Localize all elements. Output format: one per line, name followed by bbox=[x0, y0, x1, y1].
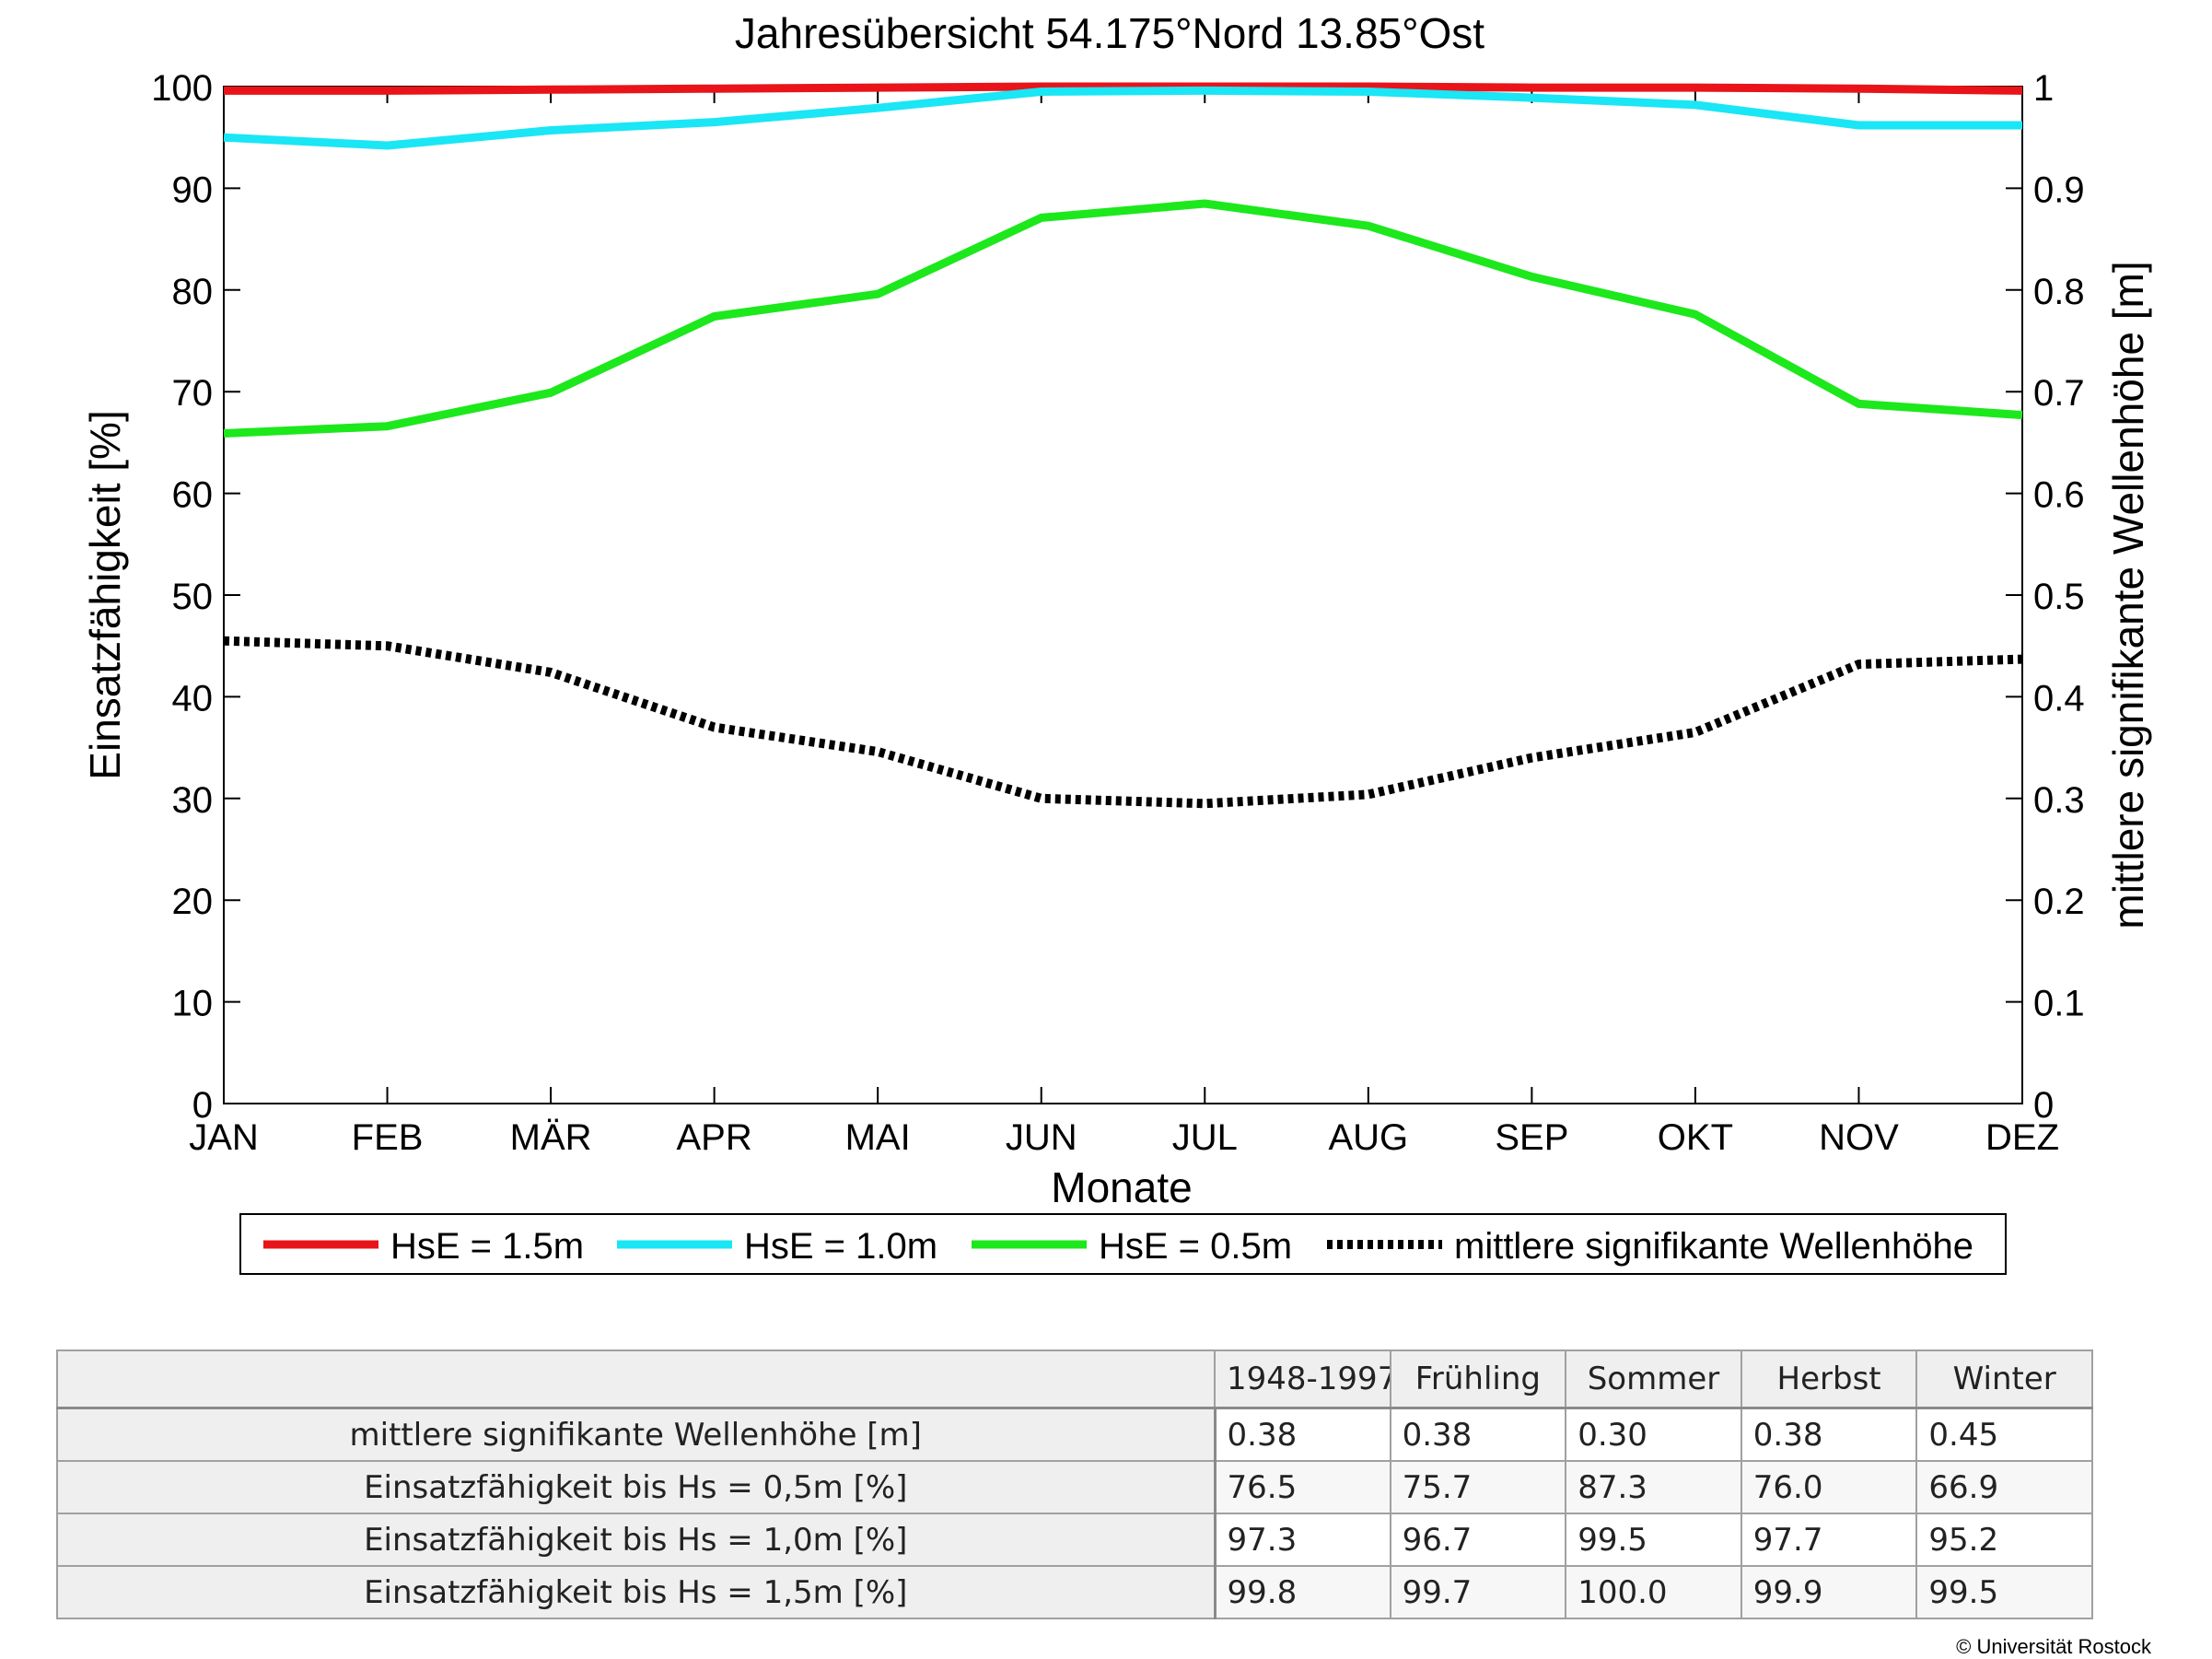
x-tick-label: OKT bbox=[1658, 1117, 1733, 1158]
table-row: mittlere signifikante Wellenhöhe [m] 0.3… bbox=[56, 1407, 2093, 1462]
x-tick-label: FEB bbox=[352, 1117, 424, 1158]
table-header-period: 1948-1997 bbox=[1214, 1349, 1391, 1409]
y-tick-label-right: 0.1 bbox=[2033, 984, 2085, 1024]
row-label: mittlere signifikante Wellenhöhe [m] bbox=[56, 1407, 1217, 1462]
table-header-corner bbox=[56, 1349, 1216, 1409]
y-tick-label-right: 0.4 bbox=[2033, 678, 2085, 719]
y-tick-label-left: 0 bbox=[192, 1085, 213, 1126]
x-tick-label: AUG bbox=[1328, 1117, 1408, 1158]
y-tick-label-left: 90 bbox=[172, 169, 214, 210]
table-cell: 75.7 bbox=[1389, 1460, 1567, 1514]
table-cell: 76.5 bbox=[1214, 1460, 1391, 1514]
y-tick-label-right: 0.3 bbox=[2033, 780, 2085, 821]
table-cell: 0.38 bbox=[1214, 1407, 1391, 1462]
table-cell: 0.38 bbox=[1740, 1407, 1918, 1462]
table-cell: 100.0 bbox=[1565, 1565, 1742, 1619]
y-axis-left: 0 10 20 30 40 50 60 70 80 90 100 bbox=[151, 68, 2022, 1126]
row-label: Einsatzfähigkeit bis Hs = 1,5m [%] bbox=[56, 1565, 1217, 1619]
table-cell: 87.3 bbox=[1565, 1460, 1742, 1514]
table-header-summer: Sommer bbox=[1565, 1349, 1742, 1409]
chart-title: Jahresübersicht 54.175°Nord 13.85°Ost bbox=[735, 9, 1484, 57]
table-cell: 66.9 bbox=[1915, 1460, 2093, 1514]
x-tick-label: APR bbox=[677, 1117, 752, 1158]
legend: HsE = 1.5m HsE = 1.0m HsE = 0.5m mittlere s… bbox=[239, 1213, 2007, 1275]
table-cell: 0.30 bbox=[1565, 1407, 1742, 1462]
series-line-0 bbox=[224, 82, 2023, 95]
table-cell: 76.0 bbox=[1740, 1460, 1918, 1514]
table-cell: 96.7 bbox=[1389, 1513, 1567, 1567]
table-row: Einsatzfähigkeit bis Hs = 1,0m [%] 97.3 … bbox=[56, 1513, 2093, 1567]
x-tick-label: JUN bbox=[1006, 1117, 1077, 1158]
y-tick-label-right: 0.9 bbox=[2033, 169, 2085, 210]
y-tick-label-right: 0.2 bbox=[2033, 882, 2085, 922]
y-tick-label-left: 10 bbox=[172, 984, 214, 1024]
y-tick-label-left: 40 bbox=[172, 678, 214, 719]
series-line-2 bbox=[223, 199, 2023, 438]
x-tick-label: MÄR bbox=[510, 1117, 592, 1158]
y-tick-label-right: 0.5 bbox=[2033, 577, 2085, 617]
x-axis: JAN FEB MÄR APR MAI JUN JUL AUG SEP OKT NOV DEZ bbox=[189, 87, 2059, 1158]
legend-label-1: HsE = 1.0m bbox=[744, 1226, 937, 1267]
table-cell: 0.38 bbox=[1389, 1407, 1567, 1462]
y-tick-label-left: 50 bbox=[172, 577, 214, 617]
table-header-winter: Winter bbox=[1915, 1349, 2093, 1409]
chart: Jahresübersicht 54.175°Nord 13.85°Ost 0 1… bbox=[81, 9, 2152, 1275]
table-cell: 0.45 bbox=[1915, 1407, 2093, 1462]
y-axis-right-label: mittlere signifikante Wellenhöhe [m] bbox=[2104, 261, 2152, 929]
table-header-autumn: Herbst bbox=[1740, 1349, 1918, 1409]
table-header-spring: Frühling bbox=[1389, 1349, 1567, 1409]
row-label: Einsatzfähigkeit bis Hs = 1,0m [%] bbox=[56, 1513, 1217, 1567]
x-tick-label: SEP bbox=[1495, 1117, 1568, 1158]
series-line-3 bbox=[223, 636, 2023, 809]
plot-area bbox=[223, 86, 2023, 1104]
x-tick-label: JAN bbox=[189, 1117, 259, 1158]
x-tick-label: JUL bbox=[1172, 1117, 1238, 1158]
table-cell: 99.8 bbox=[1214, 1565, 1391, 1619]
table-cell: 99.5 bbox=[1915, 1565, 2093, 1619]
y-tick-label-left: 60 bbox=[172, 475, 214, 516]
series-layer bbox=[223, 82, 2023, 809]
y-tick-label-left: 100 bbox=[151, 68, 213, 109]
y-axis-right: 0 0.1 0.2 0.3 0.4 0.5 0.6 0.7 0.8 0.9 1 bbox=[2033, 68, 2085, 1126]
x-tick-label: DEZ bbox=[1985, 1117, 2059, 1158]
table-row: Einsatzfähigkeit bis Hs = 1,5m [%] 99.8 … bbox=[56, 1565, 2093, 1619]
x-axis-label: Monate bbox=[1051, 1163, 1192, 1211]
table-cell: 99.7 bbox=[1389, 1565, 1567, 1619]
table-cell: 97.3 bbox=[1214, 1513, 1391, 1567]
legend-label-0: HsE = 1.5m bbox=[390, 1226, 584, 1267]
x-tick-label: MAI bbox=[845, 1117, 911, 1158]
y-tick-label-left: 70 bbox=[172, 373, 214, 414]
series-line-1 bbox=[223, 86, 2022, 150]
legend-box bbox=[239, 1213, 2007, 1275]
table-cell: 95.2 bbox=[1915, 1513, 2093, 1567]
table-header-row: 1948-1997 Frühling Sommer Herbst Winter bbox=[56, 1349, 2093, 1409]
x-tick-label: NOV bbox=[1819, 1117, 1899, 1158]
y-tick-label-right: 0 bbox=[2033, 1085, 2054, 1126]
table-cell: 97.7 bbox=[1740, 1513, 1918, 1567]
legend-label-3: mittlere signifikante Wellenhöhe bbox=[1454, 1226, 1973, 1267]
legend-label-2: HsE = 0.5m bbox=[1099, 1226, 1292, 1267]
table-cell: 99.9 bbox=[1740, 1565, 1918, 1619]
y-tick-label-right: 0.6 bbox=[2033, 475, 2085, 516]
y-axis-left-label: Einsatzfähigkeit [%] bbox=[81, 410, 129, 779]
y-tick-label-right: 0.7 bbox=[2033, 373, 2085, 414]
y-tick-label-right: 1 bbox=[2033, 68, 2054, 109]
table-cell: 99.5 bbox=[1565, 1513, 1742, 1567]
y-tick-label-left: 30 bbox=[172, 780, 214, 821]
y-tick-label-left: 80 bbox=[172, 272, 214, 312]
stats-table: 1948-1997 Frühling Sommer Herbst Winter … bbox=[56, 1349, 2093, 1619]
copyright-text: © Universität Rostock bbox=[1956, 1635, 2151, 1658]
y-tick-label-left: 20 bbox=[172, 882, 214, 922]
table-row: Einsatzfähigkeit bis Hs = 0,5m [%] 76.5 … bbox=[56, 1460, 2093, 1514]
row-label: Einsatzfähigkeit bis Hs = 0,5m [%] bbox=[56, 1460, 1217, 1514]
y-tick-label-right: 0.8 bbox=[2033, 272, 2085, 312]
